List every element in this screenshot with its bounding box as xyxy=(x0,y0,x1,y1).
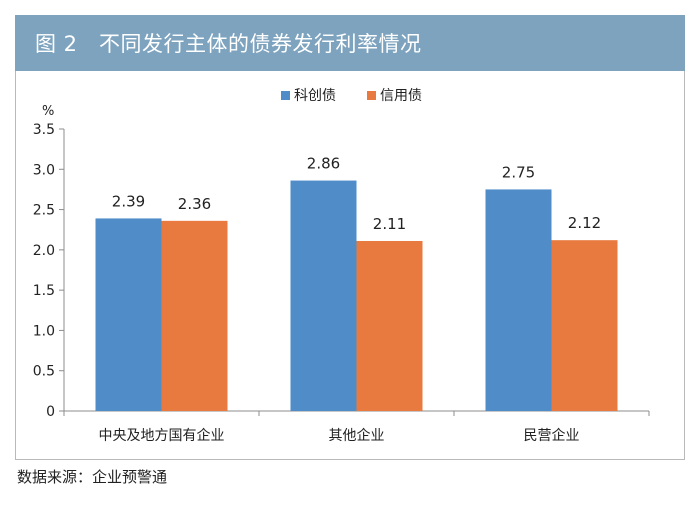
legend-swatch xyxy=(281,91,290,100)
legend-label: 科创债 xyxy=(294,88,336,104)
y-tick-label: 0 xyxy=(46,404,55,420)
y-tick-label: 1.5 xyxy=(33,283,55,299)
bar-xinyong xyxy=(551,240,618,411)
y-tick-label: 3.0 xyxy=(33,162,55,178)
bar-chart: 科创债 信用债 % 0 0.5 1.0 1.5 2.0 2.5 3.0 3.5 中央及地方国有企… xyxy=(33,88,650,444)
figure-header: 图 2 不同发行主体的债券发行利率情况 xyxy=(15,15,685,71)
x-category-label: 其他企业 xyxy=(329,427,385,444)
bar-xinyong xyxy=(356,240,423,411)
bar-value-label: 2.12 xyxy=(568,214,601,232)
chart-frame: 科创债 信用债 % 0 0.5 1.0 1.5 2.0 2.5 3.0 3.5 中央及地方国有企… xyxy=(15,71,685,460)
bar-kechuang xyxy=(485,189,552,411)
source-note: 数据来源：企业预警通 xyxy=(17,468,168,486)
x-category-label: 中央及地方国有企业 xyxy=(99,427,225,444)
chart-legend: 科创债 信用债 xyxy=(281,88,422,104)
bar-xinyong xyxy=(161,220,228,411)
legend-label: 信用债 xyxy=(380,88,422,104)
bar-value-label: 2.11 xyxy=(373,215,406,233)
value-labels: 2.39 2.86 2.75 2.36 2.11 2.12 xyxy=(112,155,601,233)
y-tick-label: 2.0 xyxy=(33,243,55,259)
y-axis-unit: % xyxy=(42,104,54,119)
x-axis: 中央及地方国有企业 其他企业 民营企业 xyxy=(63,410,650,444)
bar-value-label: 2.39 xyxy=(112,192,145,210)
figure-title: 图 2 不同发行主体的债券发行利率情况 xyxy=(35,32,422,56)
bar-group xyxy=(95,180,618,411)
bar-kechuang xyxy=(95,218,162,411)
bar-value-label: 2.86 xyxy=(307,155,340,173)
bar-kechuang xyxy=(290,180,357,411)
legend-swatch xyxy=(367,91,376,100)
y-tick-label: 0.5 xyxy=(33,364,55,380)
y-tick-label: 3.5 xyxy=(33,122,55,138)
y-axis: 0 0.5 1.0 1.5 2.0 2.5 3.0 3.5 xyxy=(33,122,65,420)
bar-value-label: 2.75 xyxy=(502,163,535,181)
y-tick-label: 1.0 xyxy=(33,323,55,339)
x-category-label: 民营企业 xyxy=(524,427,580,444)
y-tick-label: 2.5 xyxy=(33,203,55,219)
bar-value-label: 2.36 xyxy=(178,195,211,213)
